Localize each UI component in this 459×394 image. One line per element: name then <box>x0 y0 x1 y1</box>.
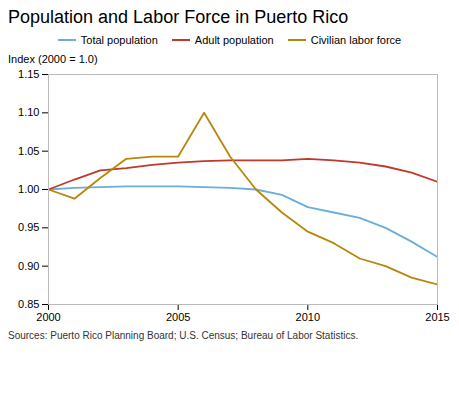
svg-text:2005: 2005 <box>166 311 190 323</box>
svg-text:0.95: 0.95 <box>18 221 39 233</box>
svg-text:1.05: 1.05 <box>18 145 39 157</box>
svg-text:2015: 2015 <box>425 311 449 323</box>
svg-text:0.85: 0.85 <box>18 298 39 310</box>
html-text:Total population: Total population <box>80 34 158 46</box>
svg-text:0.90: 0.90 <box>18 260 39 272</box>
svg-text:1.15: 1.15 <box>18 68 39 80</box>
html-text:Index (2000 = 1.0): Index (2000 = 1.0) <box>8 53 98 65</box>
html-text:Population and Labor Force in: Population and Labor Force in Puerto Ric… <box>8 7 349 27</box>
svg-text:2000: 2000 <box>36 311 60 323</box>
html-text:Adult population: Adult population <box>194 34 274 46</box>
svg-text:1.10: 1.10 <box>18 106 39 118</box>
svg-text:2010: 2010 <box>296 311 320 323</box>
html-text:Sources: Puerto Rico Planning: Sources: Puerto Rico Planning Board; U.S… <box>8 330 359 341</box>
svg-text:1.00: 1.00 <box>18 183 39 195</box>
html-text:Civilian labor force: Civilian labor force <box>310 34 402 46</box>
